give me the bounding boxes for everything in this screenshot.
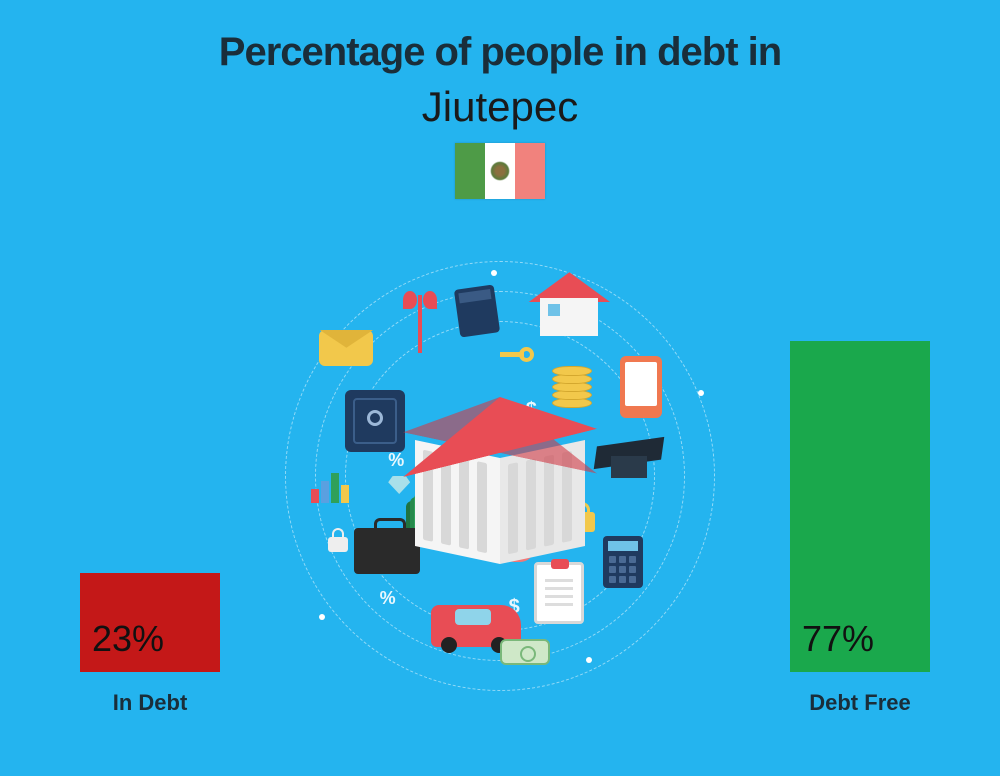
orbit-dot-icon	[586, 657, 592, 663]
flag-emblem-icon	[490, 161, 510, 181]
envelope-icon	[319, 330, 373, 366]
clipboard-icon	[534, 562, 584, 624]
bar-chart: 23% In Debt 77% Debt Free % % $ $	[0, 216, 1000, 716]
flag-stripe-red	[515, 143, 545, 199]
mini-barchart-icon	[311, 467, 355, 503]
house-icon	[534, 278, 604, 336]
percent-icon: %	[388, 450, 404, 471]
calculator-icon	[603, 536, 643, 588]
safe-icon	[345, 390, 405, 452]
phone-icon	[620, 356, 662, 418]
bar-value-in-debt: 23%	[92, 618, 164, 660]
bar-value-debt-free: 77%	[802, 618, 874, 660]
bar-label-in-debt: In Debt	[80, 690, 220, 716]
briefcase-icon	[354, 528, 420, 574]
orbit-dot-icon	[698, 390, 704, 396]
padlock-icon	[328, 528, 348, 552]
page-title: Percentage of people in debt in	[0, 0, 1000, 75]
bar-label-debt-free: Debt Free	[790, 690, 930, 716]
calculator-icon	[454, 284, 500, 337]
bank-building-icon	[415, 415, 585, 555]
key-icon	[500, 347, 534, 363]
banknote-icon	[500, 639, 550, 665]
mexico-flag-icon	[455, 143, 545, 199]
coins-icon	[552, 356, 596, 408]
bar-in-debt: 23% In Debt	[80, 573, 220, 716]
flag-stripe-green	[455, 143, 485, 199]
caduceus-icon	[405, 287, 435, 357]
orbit-dot-icon	[319, 614, 325, 620]
finance-illustration: % % $ $	[285, 261, 715, 691]
location-name: Jiutepec	[0, 83, 1000, 131]
bar-rect-debt-free: 77%	[790, 341, 930, 672]
bar-rect-in-debt: 23%	[80, 573, 220, 672]
bar-debt-free: 77% Debt Free	[790, 341, 930, 716]
flag-stripe-white	[485, 143, 515, 199]
percent-icon: %	[380, 588, 396, 609]
graduation-cap-icon	[595, 442, 663, 484]
